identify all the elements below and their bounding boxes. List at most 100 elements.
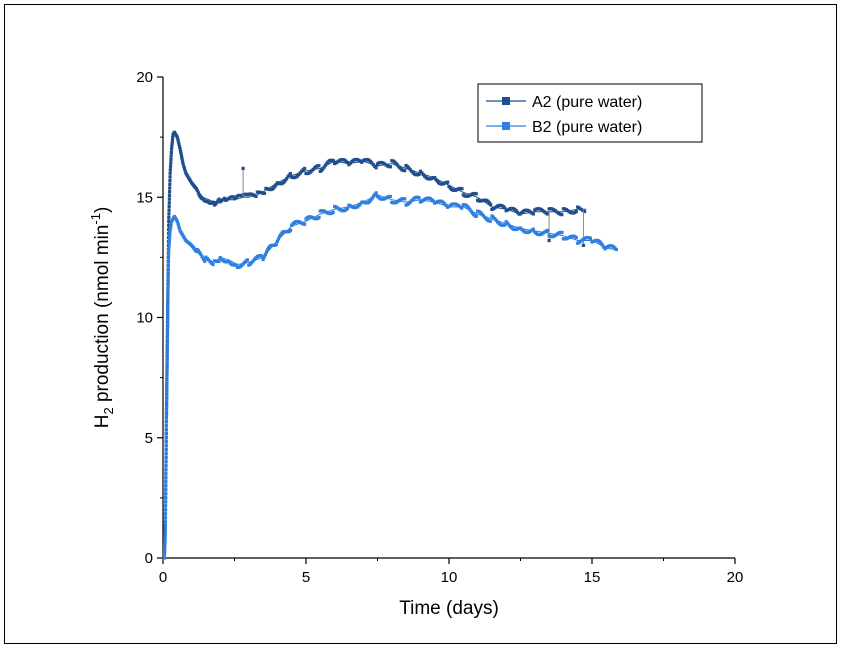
y-axis-title-sub: 2 [101,407,116,414]
data-point [164,464,168,468]
data-point [182,164,186,168]
series-line-b2 [163,194,618,559]
x-ticks: 0 5 10 15 20 [159,558,743,586]
data-point [172,214,177,219]
x-tick-label: 15 [584,569,601,586]
data-point [164,480,168,484]
y-axis-title-base: H [92,415,113,429]
data-point [170,144,174,148]
data-point [169,154,173,158]
x-tick-label: 10 [441,569,458,586]
data-point [169,147,174,151]
data-point [183,169,187,173]
data-point [167,204,171,209]
data-point [395,163,400,167]
data-point [167,242,171,246]
data-point [181,161,185,166]
data-point [166,268,170,272]
data-point [169,161,173,165]
data-point [288,172,292,176]
x-tick-label: 5 [302,569,310,586]
data-point [167,248,171,252]
data-point [166,279,170,284]
data-point [168,168,172,172]
data-point [165,359,169,363]
data-point [374,166,378,170]
x-axis-title: Time (days) [399,598,499,619]
data-point [560,230,564,235]
data-point [222,196,227,200]
y-tick-label: 20 [136,69,153,86]
data-point [260,254,264,258]
data-point [167,219,171,223]
data-point [173,132,177,136]
data-point [182,235,186,239]
data-point [165,397,169,401]
legend-label-a2: A2 (pure water) [532,94,642,111]
data-point [166,325,170,329]
data-point [278,235,282,239]
data-point [166,272,170,276]
data-point [276,237,281,241]
data-point [166,295,170,299]
data-point [468,207,472,211]
data-point [165,405,169,409]
data-point [164,488,168,492]
data-point [231,195,235,199]
data-point [474,214,478,218]
data-point [224,198,228,202]
data-point [254,194,258,199]
data-point [168,175,172,179]
data-point [164,432,168,436]
data-point [165,378,169,382]
data-point [345,160,350,165]
data-point [164,492,168,496]
data-point [408,168,412,172]
data-point [297,173,301,177]
data-point [265,248,270,252]
data-point [577,206,582,210]
data-point [289,228,293,232]
data-point [171,136,175,140]
data-point [175,219,179,223]
data-point [275,239,279,243]
data-point [165,355,169,359]
data-point [163,516,168,520]
y-tick-label: 0 [145,550,153,567]
data-point [531,227,535,231]
data-point [443,202,447,206]
data-point [167,201,171,205]
data-point [180,157,184,161]
data-point [169,150,173,155]
y-axis-title-mid: production (nmol min [92,225,113,408]
data-point [165,363,169,367]
data-point [358,202,362,206]
data-point [174,133,178,138]
data-point [447,184,451,189]
data-point [434,177,438,182]
data-point [466,205,471,210]
data-point [251,259,255,263]
data-point [164,476,168,480]
data-point [171,216,176,220]
data-point [345,206,350,211]
data-point [545,212,550,216]
data-point [182,166,187,170]
data-point [166,260,171,264]
data-point [602,245,606,249]
data-point [600,243,604,247]
data-point [177,142,181,146]
data-point [388,194,392,198]
y-axis-title: H2 production (nmol min-1) [88,207,116,429]
data-point [176,222,180,226]
data-point [167,252,171,256]
data-point [164,412,169,416]
data-point [421,172,425,177]
data-point [216,199,220,203]
legend-marker-b2 [502,122,510,130]
data-point [162,556,167,560]
data-point [165,408,169,413]
data-point [576,205,580,209]
data-point [403,169,407,173]
data-point [165,336,170,340]
